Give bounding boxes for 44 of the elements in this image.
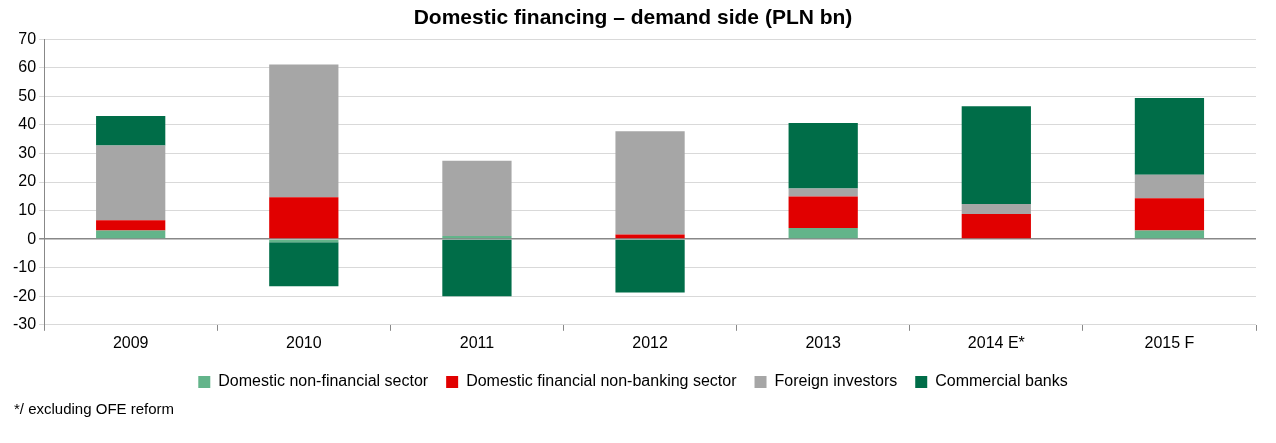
bar xyxy=(615,239,685,293)
bar xyxy=(788,196,858,228)
y-tick-label: 60 xyxy=(18,58,37,76)
y-tick-label: 20 xyxy=(18,172,37,190)
bar xyxy=(96,220,166,231)
x-tick-label: 2010 xyxy=(286,333,322,351)
y-tick-label: 40 xyxy=(18,115,37,133)
bar xyxy=(961,106,1031,204)
bar xyxy=(442,160,512,236)
x-tick-label: 2012 xyxy=(632,333,668,351)
bar xyxy=(96,116,166,146)
legend-label: Domestic non-financial sector xyxy=(218,372,429,390)
x-tick-label: 2011 xyxy=(459,333,495,351)
bar xyxy=(269,242,339,287)
y-tick-label: -20 xyxy=(13,286,37,304)
legend-label: Foreign investors xyxy=(774,372,898,390)
y-tick-label: 0 xyxy=(27,229,37,247)
x-tick-label: 2014 E* xyxy=(967,333,1025,351)
y-tick-label: -10 xyxy=(13,258,37,276)
bar xyxy=(615,131,685,235)
legend-label: Commercial banks xyxy=(935,372,1068,390)
bar xyxy=(96,145,166,221)
bar xyxy=(1134,198,1205,231)
x-tick-label: 2013 xyxy=(805,333,842,351)
bar xyxy=(442,239,512,297)
y-tick-label: 50 xyxy=(18,86,37,104)
chart-title: Domestic financing – demand side (PLN bn) xyxy=(413,5,853,29)
bar xyxy=(269,197,339,239)
bar xyxy=(1134,98,1205,175)
x-tick-label: 2009 xyxy=(112,333,149,351)
y-tick-label: -30 xyxy=(13,315,37,333)
y-tick-label: 70 xyxy=(18,29,37,47)
legend-label: Domestic financial non-banking sector xyxy=(466,372,738,390)
bar xyxy=(269,64,339,198)
bar xyxy=(961,203,1031,214)
bar xyxy=(1134,174,1205,199)
bar xyxy=(961,213,1031,239)
bar xyxy=(788,227,858,239)
bar xyxy=(788,122,858,189)
y-tick-label: 10 xyxy=(18,200,37,218)
bar xyxy=(788,188,858,197)
x-tick-label: 2015 F xyxy=(1144,333,1195,351)
y-tick-label: 30 xyxy=(18,143,37,161)
text: */ excluding OFE reform xyxy=(14,400,175,417)
